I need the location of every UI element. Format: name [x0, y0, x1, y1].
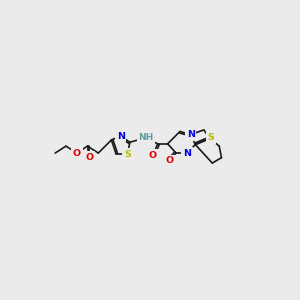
Text: NH: NH: [138, 133, 154, 142]
Text: N: N: [187, 130, 195, 139]
Text: S: S: [207, 133, 214, 142]
Text: O: O: [73, 148, 81, 158]
Text: O: O: [85, 153, 93, 162]
Text: N: N: [117, 132, 124, 141]
Text: N: N: [183, 148, 191, 158]
Text: S: S: [124, 150, 131, 159]
Text: O: O: [149, 151, 157, 160]
Text: O: O: [166, 156, 174, 165]
